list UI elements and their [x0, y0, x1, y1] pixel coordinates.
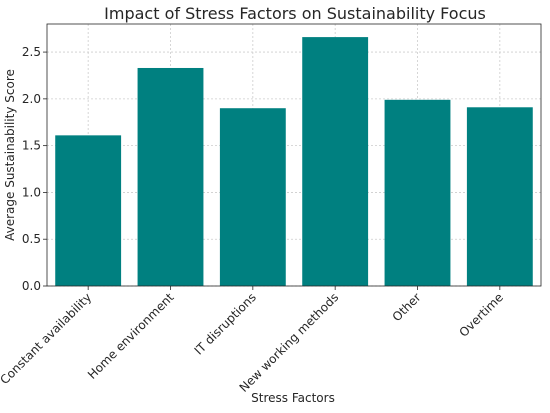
chart-title: Impact of Stress Factors on Sustainabili… — [104, 4, 486, 23]
bar — [302, 37, 369, 286]
y-tick-label: 0.5 — [22, 232, 41, 246]
bar — [466, 107, 533, 287]
y-axis-label: Average Sustainability Score — [3, 69, 17, 241]
bar — [55, 135, 122, 286]
bar — [137, 67, 204, 286]
x-tick-label: Home environment — [85, 290, 177, 382]
x-tick-label: Constant availability — [0, 290, 94, 387]
axes — [46, 23, 542, 287]
x-tick-label: Overtime — [456, 290, 505, 339]
x-tick-label: IT disruptions — [192, 290, 259, 357]
bar — [219, 108, 286, 286]
bar — [384, 99, 451, 287]
bars — [55, 37, 533, 287]
y-tick-label: 2.0 — [22, 92, 41, 106]
y-ticks: 0.0 0.5 1.0 1.5 2.0 2.5 — [22, 45, 47, 293]
x-axis-label: Stress Factors — [251, 391, 335, 405]
y-tick-label: 1.0 — [22, 185, 41, 199]
y-tick-label: 2.5 — [22, 45, 41, 59]
plot-frame — [46, 23, 542, 287]
y-tick-label: 1.5 — [22, 139, 41, 153]
y-tick-label: 0.0 — [22, 279, 41, 293]
x-tick-label: Other — [390, 290, 424, 324]
